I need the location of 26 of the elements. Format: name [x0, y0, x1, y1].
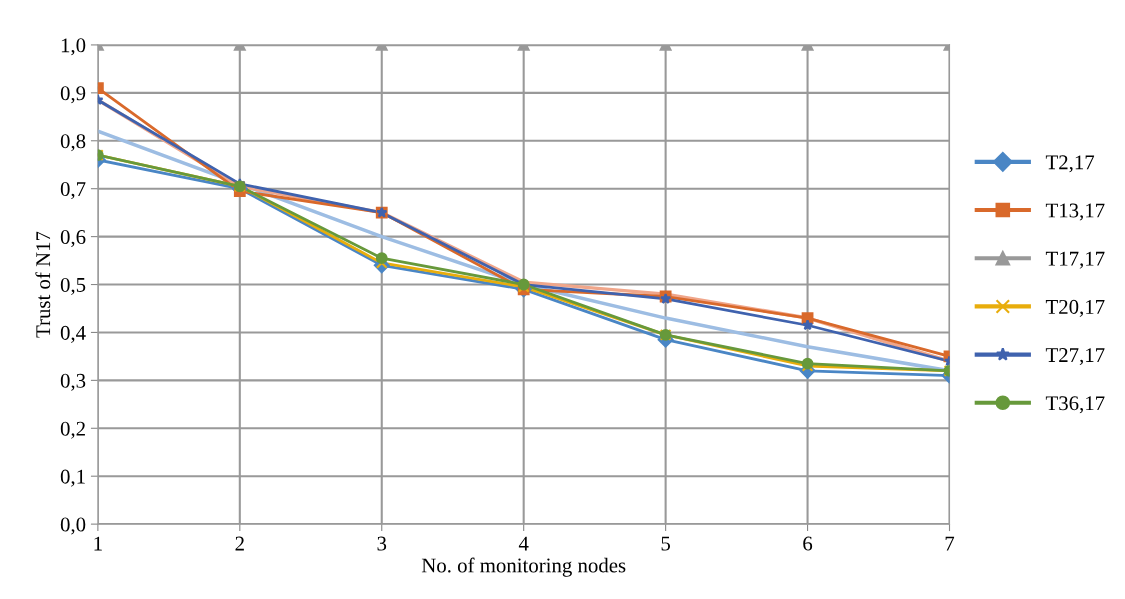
y-tick-label: 1,0 — [61, 38, 86, 56]
x-axis-title: No. of monitoring nodes — [421, 557, 626, 577]
legend-label: T2,17 — [1045, 155, 1095, 173]
y-tick-label: 0,5 — [60, 277, 86, 295]
y-tick-label: 0,9 — [60, 86, 86, 104]
y-axis-title: Trust of N17 — [35, 231, 51, 338]
x-tick-label: 5 — [661, 536, 671, 551]
y-tick-label: 0,0 — [60, 517, 86, 535]
x-tick-label: 6 — [803, 536, 813, 551]
x-tick-label: 1 — [94, 536, 102, 551]
legend-label: T27,17 — [1045, 348, 1105, 366]
y-tick-label: 0,1 — [60, 469, 85, 487]
y-tick-label: 0,8 — [60, 134, 86, 152]
x-tick-label: 4 — [518, 536, 529, 551]
y-tick-label: 0,2 — [60, 421, 85, 439]
y-tick-label: 0,3 — [60, 373, 86, 391]
x-tick-label: 7 — [945, 536, 955, 551]
y-tick-label: 0,4 — [60, 325, 86, 343]
y-tick-label: 0,6 — [60, 229, 86, 248]
x-tick-label: 3 — [377, 536, 387, 551]
y-tick-label: 0,7 — [60, 182, 86, 200]
legend-label: T13,17 — [1045, 203, 1105, 221]
x-tick-label: 2 — [235, 536, 244, 551]
legend-label: T20,17 — [1045, 299, 1105, 317]
legend-label: T36,17 — [1045, 396, 1105, 414]
legend-label: T17,17 — [1045, 251, 1105, 269]
